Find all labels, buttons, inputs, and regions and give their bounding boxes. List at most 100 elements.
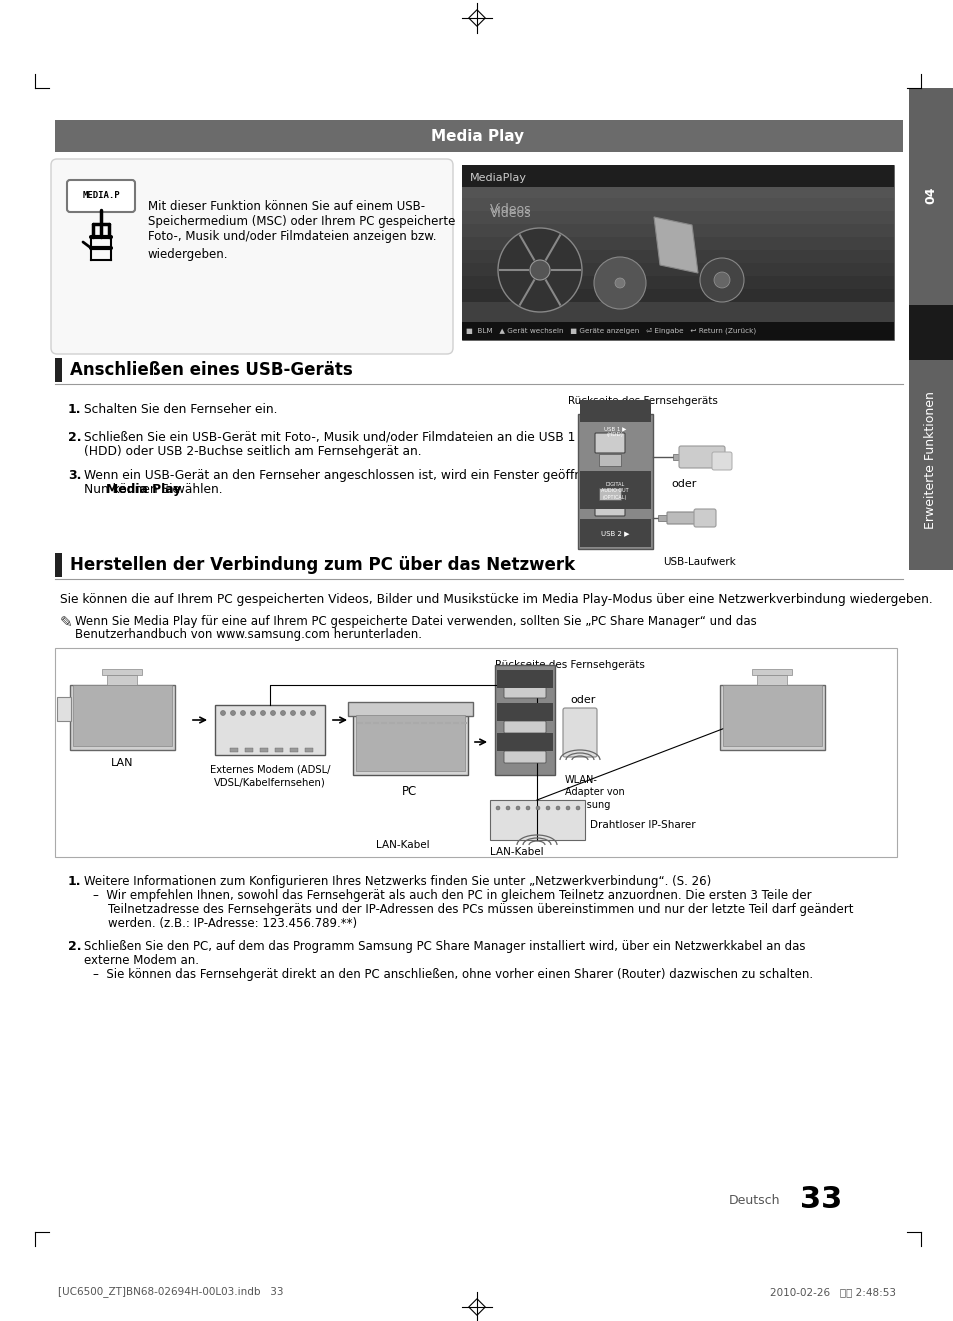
FancyBboxPatch shape xyxy=(102,668,142,675)
Text: LAN-Kabel: LAN-Kabel xyxy=(376,840,430,849)
Bar xyxy=(598,454,620,466)
Bar xyxy=(55,553,62,577)
FancyBboxPatch shape xyxy=(51,159,453,354)
Text: LAN: LAN xyxy=(111,758,133,768)
Circle shape xyxy=(594,258,645,309)
Circle shape xyxy=(220,711,225,716)
Circle shape xyxy=(300,711,305,716)
Bar xyxy=(497,733,553,752)
Text: Rückseite des Fernsehgeräts: Rückseite des Fernsehgeräts xyxy=(495,660,644,670)
Text: Speichermedium (MSC) oder Ihrem PC gespeicherte: Speichermedium (MSC) oder Ihrem PC gespe… xyxy=(148,215,455,229)
Bar xyxy=(579,400,650,421)
Circle shape xyxy=(556,806,559,810)
Text: Media Play: Media Play xyxy=(431,128,524,144)
Bar xyxy=(305,748,313,752)
Bar xyxy=(461,180,893,336)
Text: Foto-, Musik und/oder Filmdateien anzeigen bzw.: Foto-, Musik und/oder Filmdateien anzeig… xyxy=(148,230,436,243)
Text: Videos: Videos xyxy=(490,207,531,221)
Bar xyxy=(497,670,553,688)
Text: Videos: Videos xyxy=(490,203,531,217)
FancyBboxPatch shape xyxy=(107,675,137,686)
Text: PC: PC xyxy=(402,785,417,798)
FancyBboxPatch shape xyxy=(503,686,545,697)
Text: ✎: ✎ xyxy=(60,616,72,630)
Text: Benutzerhandbuch von www.samsung.com herunterladen.: Benutzerhandbuch von www.samsung.com her… xyxy=(75,627,421,641)
Bar xyxy=(722,686,821,746)
Text: MediaPlay: MediaPlay xyxy=(470,173,526,184)
FancyBboxPatch shape xyxy=(353,715,468,775)
Circle shape xyxy=(310,711,315,716)
Text: Schließen Sie den PC, auf dem das Programm Samsung PC Share Manager installiert : Schließen Sie den PC, auf dem das Progra… xyxy=(84,941,804,952)
FancyBboxPatch shape xyxy=(67,180,135,211)
Circle shape xyxy=(496,806,499,810)
Text: Anschließen eines USB-Geräts: Anschließen eines USB-Geräts xyxy=(70,361,353,379)
Text: Drahtloser IP-Sharer: Drahtloser IP-Sharer xyxy=(589,820,695,830)
Text: 2.: 2. xyxy=(68,941,81,952)
Text: externe Modem an.: externe Modem an. xyxy=(84,954,199,967)
Text: 3.: 3. xyxy=(68,469,81,482)
Circle shape xyxy=(260,711,265,716)
Bar xyxy=(461,250,893,263)
Text: 2010-02-26   오후 2:48:53: 2010-02-26 오후 2:48:53 xyxy=(769,1287,895,1297)
Text: LAN-Kabel: LAN-Kabel xyxy=(490,847,543,857)
Bar xyxy=(672,454,680,460)
Text: 04: 04 xyxy=(923,186,937,203)
Text: ■  BLM   ▲ Gerät wechseln   ■ Geräte anzeigen   ⏎ Eingabe   ↩ Return (Zurück): ■ BLM ▲ Gerät wechseln ■ Geräte anzeigen… xyxy=(465,328,756,334)
FancyBboxPatch shape xyxy=(693,509,716,527)
Text: (HDD) oder USB 2-Buchse seitlich am Fernsehgerät an.: (HDD) oder USB 2-Buchse seitlich am Fern… xyxy=(84,445,421,458)
Text: Sie können die auf Ihrem PC gespeicherten Videos, Bilder und Musikstücke im Medi: Sie können die auf Ihrem PC gespeicherte… xyxy=(60,593,932,606)
Text: werden. (z.B.: IP-Adresse: 123.456.789.**): werden. (z.B.: IP-Adresse: 123.456.789.*… xyxy=(92,917,356,930)
FancyBboxPatch shape xyxy=(720,686,824,750)
FancyBboxPatch shape xyxy=(666,513,699,524)
Circle shape xyxy=(565,806,569,810)
Text: wiedergeben.: wiedergeben. xyxy=(148,248,229,262)
Text: Schalten Sie den Fernseher ein.: Schalten Sie den Fernseher ein. xyxy=(84,403,277,416)
Bar xyxy=(579,472,650,509)
Bar xyxy=(461,165,893,339)
Bar xyxy=(658,515,667,520)
Text: Deutsch: Deutsch xyxy=(728,1193,780,1206)
Text: oder: oder xyxy=(670,480,696,489)
Bar xyxy=(461,276,893,289)
Circle shape xyxy=(530,260,550,280)
Text: Nun können Sie: Nun können Sie xyxy=(84,483,184,495)
Bar xyxy=(461,236,893,250)
Text: Teilnetzadresse des Fernsehgeräts und der IP-Adressen des PCs müssen übereinstim: Teilnetzadresse des Fernsehgeräts und de… xyxy=(92,904,853,915)
Circle shape xyxy=(545,806,550,810)
Text: DIGITAL
AUDIO OUT
(OPTICAL): DIGITAL AUDIO OUT (OPTICAL) xyxy=(600,482,628,499)
Bar xyxy=(461,165,893,188)
Text: USB 2 ▶: USB 2 ▶ xyxy=(600,530,629,536)
Circle shape xyxy=(497,229,581,312)
Text: Weitere Informationen zum Konfigurieren Ihres Netzwerks finden Sie unter „Netzwe: Weitere Informationen zum Konfigurieren … xyxy=(84,875,711,888)
Text: Herstellen der Verbindung zum PC über das Netzwerk: Herstellen der Verbindung zum PC über da… xyxy=(70,556,575,575)
Bar xyxy=(355,715,464,771)
Circle shape xyxy=(615,277,624,288)
FancyBboxPatch shape xyxy=(757,675,786,686)
Bar xyxy=(461,185,893,198)
Text: MediaPlay: MediaPlay xyxy=(470,173,526,184)
Text: WLAN-
Adapter von
Samsung: WLAN- Adapter von Samsung xyxy=(564,775,624,810)
Text: 1.: 1. xyxy=(68,875,81,888)
Circle shape xyxy=(576,806,579,810)
Text: Externes Modem (ADSL/
VDSL/Kabelfernsehen): Externes Modem (ADSL/ VDSL/Kabelfernsehe… xyxy=(210,765,330,787)
Text: [UC6500_ZT]BN68-02694H-00L03.indb   33: [UC6500_ZT]BN68-02694H-00L03.indb 33 xyxy=(58,1287,283,1297)
Text: –  Sie können das Fernsehgerät direkt an den PC anschließen, ohne vorher einen S: – Sie können das Fernsehgerät direkt an … xyxy=(92,968,812,982)
Text: oder: oder xyxy=(569,695,595,705)
FancyBboxPatch shape xyxy=(70,686,174,750)
Bar xyxy=(274,748,283,752)
Bar xyxy=(908,361,953,569)
FancyBboxPatch shape xyxy=(503,721,545,733)
Text: USB-Laufwerk: USB-Laufwerk xyxy=(662,557,735,567)
FancyBboxPatch shape xyxy=(214,705,325,756)
Text: 33: 33 xyxy=(800,1185,841,1214)
FancyBboxPatch shape xyxy=(711,452,731,470)
Bar xyxy=(579,519,650,547)
Bar xyxy=(55,358,62,382)
Text: Rückseite des Fernsehgeräts: Rückseite des Fernsehgeräts xyxy=(567,396,717,406)
Circle shape xyxy=(231,711,235,716)
FancyBboxPatch shape xyxy=(490,801,584,840)
FancyBboxPatch shape xyxy=(55,649,896,857)
Bar xyxy=(908,89,953,305)
Bar xyxy=(73,686,172,746)
FancyBboxPatch shape xyxy=(751,668,791,675)
